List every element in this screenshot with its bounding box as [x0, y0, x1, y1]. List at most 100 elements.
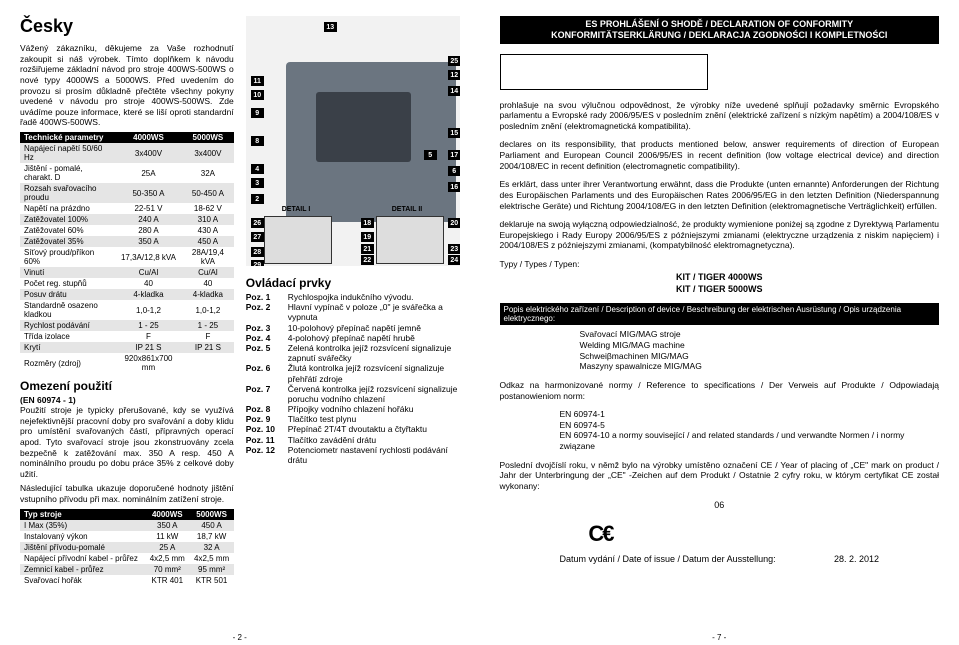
page-right: ES PROHLÁŠENÍ O SHODĚ / DECLARATION OF C…	[480, 0, 959, 645]
table-cell: 22-51 V	[115, 203, 182, 214]
norm-line: EN 60974-1	[560, 409, 940, 420]
decl-para-pl: deklaruje na swoją wyłączną odpowiedzial…	[500, 219, 940, 251]
table-row: Třída izolaceFF	[20, 331, 234, 342]
callout: 2	[251, 194, 264, 204]
table-row: Rozsah svařovacího proudu50-350 A50-450 …	[20, 183, 234, 203]
product-figure: 11 10 9 8 13 25 12 14 15 5 17 4 3 2 6 16	[246, 16, 460, 266]
table-cell: Krytí	[20, 342, 115, 353]
table-cell: Vinutí	[20, 267, 115, 278]
table-row: Napájecí přívodní kabel - průřez4x2,5 mm…	[20, 553, 234, 564]
table-cell: 18,7 kW	[189, 531, 233, 542]
page-number-right: - 7 -	[500, 633, 940, 642]
table-cell: 40	[182, 278, 234, 289]
th: 5000WS	[182, 132, 234, 143]
desc-line: Svařovací MIG/MAG stroje	[580, 329, 940, 340]
desc-line: Maszyny spawalnicze MIG/MAG	[580, 361, 940, 372]
detail-1-label: DETAIL I	[282, 206, 311, 213]
poz-key: Poz. 10	[246, 424, 288, 434]
table-cell: Napájecí napětí 50/60 Hz	[20, 143, 115, 163]
types-list: KIT / TIGER 4000WS KIT / TIGER 5000WS	[500, 272, 940, 295]
table-cell: 920x861x700 mm	[115, 353, 182, 373]
description-bar: Popis elektrického zařízení / Descriptio…	[500, 303, 940, 325]
table-cell: Počet reg. stupňů	[20, 278, 115, 289]
decl-header-line1: ES PROHLÁŠENÍ O SHODĚ / DECLARATION OF C…	[504, 19, 936, 30]
poz-key: Poz. 11	[246, 435, 288, 445]
poz-val: Přípojky vodního chlazení hořáku	[288, 404, 460, 414]
table-row: Zatěžovatel 100%240 A310 A	[20, 214, 234, 225]
page-left: Česky Vážený zákazníku, děkujeme za Vaše…	[0, 0, 480, 645]
table-row: Jištění přívodu-pomalé25 A32 A	[20, 542, 234, 553]
table-cell: 350 A	[145, 520, 189, 531]
decl-para-cs: prohlašuje na svou výlučnou odpovědnost,…	[500, 100, 940, 132]
callout: 5	[424, 150, 437, 160]
description-lines: Svařovací MIG/MAG stroje Welding MIG/MAG…	[500, 329, 940, 372]
table-cell: IP 21 S	[182, 342, 234, 353]
callout: 22	[361, 255, 374, 265]
brand-box	[500, 54, 708, 90]
table-cell: I Max (35%)	[20, 520, 145, 531]
type-row: KIT / TIGER 5000WS	[500, 284, 940, 296]
callout: 17	[448, 150, 460, 160]
table-cell: 3x400V	[182, 143, 234, 163]
decl-para-en: declares on its responsibility, that pro…	[500, 139, 940, 171]
page-number-left: - 2 -	[20, 633, 460, 642]
poz-row: Poz. 44-polohový přepínač napětí hrubě	[246, 333, 460, 343]
table-cell: 450 A	[182, 236, 234, 247]
poz-row: Poz. 8Přípojky vodního chlazení hořáku	[246, 404, 460, 414]
table-cell	[182, 353, 234, 373]
callout: 12	[448, 70, 460, 80]
table-cell: 70 mm²	[145, 564, 189, 575]
poz-key: Poz. 3	[246, 323, 288, 333]
poz-val: Zelená kontrolka jejíž rozsvícení signal…	[288, 343, 460, 363]
ovladaci-title: Ovládací prvky	[246, 276, 460, 290]
table-row: Svařovací hořákKTR 401KTR 501	[20, 575, 234, 586]
table-row: Posuv drátu4-kladka4-kladka	[20, 289, 234, 300]
table-cell: Rozsah svařovacího proudu	[20, 183, 115, 203]
poz-val: Přepínač 2T/4T dvoutaktu a čtyřtaktu	[288, 424, 460, 434]
poz-row: Poz. 310-polohový přepínač napětí jemně	[246, 323, 460, 333]
table-cell: 1,0-1,2	[182, 300, 234, 320]
table-row: Jištění - pomalé, charakt. D25A32A	[20, 163, 234, 183]
omezeni-title: Omezení použití	[20, 379, 234, 393]
callout: 21	[361, 244, 374, 254]
right-col: 11 10 9 8 13 25 12 14 15 5 17 4 3 2 6 16	[246, 16, 460, 586]
callout: 8	[251, 136, 264, 146]
omezeni-text: Použití stroje je typicky přerušované, k…	[20, 405, 234, 479]
table-cell: 32A	[182, 163, 234, 183]
poz-row: Poz. 5Zelená kontrolka jejíž rozsvícení …	[246, 343, 460, 363]
table-row: Standardně osazeno kladkou1,0-1,21,0-1,2	[20, 300, 234, 320]
table-cell: Síťový proud/příkon 60%	[20, 247, 115, 267]
types-label: Typy / Types / Typen:	[500, 259, 940, 269]
table-row: I Max (35%)350 A450 A	[20, 520, 234, 531]
table-cell: Cu/Al	[115, 267, 182, 278]
poz-key: Poz. 9	[246, 414, 288, 424]
poz-row: Poz. 10Přepínač 2T/4T dvoutaktu a čtyřta…	[246, 424, 460, 434]
callout: 29	[251, 260, 264, 266]
ce-mark-icon: C€	[588, 521, 612, 547]
table-cell: 28A/19,4 kVA	[182, 247, 234, 267]
table-cell: IP 21 S	[115, 342, 182, 353]
fuse-table: Typ stroje 4000WS 5000WS I Max (35%)350 …	[20, 509, 234, 586]
table-cell: 25A	[115, 163, 182, 183]
poz-key: Poz. 5	[246, 343, 288, 363]
th: Typ stroje	[20, 509, 145, 520]
table-cell: 17,3A/12,8 kVA	[115, 247, 182, 267]
th: 4000WS	[145, 509, 189, 520]
table-row: Napájecí napětí 50/60 Hz3x400V3x400V	[20, 143, 234, 163]
omezeni-sub: (EN 60974 - 1)	[20, 395, 234, 405]
table-cell: 240 A	[115, 214, 182, 225]
left-col: Česky Vážený zákazníku, děkujeme za Vaše…	[20, 16, 234, 586]
table-cell: 350 A	[115, 236, 182, 247]
callout: 20	[448, 218, 460, 228]
poz-val: 4-polohový přepínač napětí hrubě	[288, 333, 460, 343]
table-row: Síťový proud/příkon 60%17,3A/12,8 kVA28A…	[20, 247, 234, 267]
callout: 24	[448, 255, 460, 265]
table-cell: Posuv drátu	[20, 289, 115, 300]
poz-val: Hlavní vypínač v poloze „0" je svářečka …	[288, 302, 460, 322]
callout: 9	[251, 108, 264, 118]
table-cell: 25 A	[145, 542, 189, 553]
tech-params-table: Technické parametry 4000WS 5000WS Napáje…	[20, 132, 234, 373]
table-cell: 430 A	[182, 225, 234, 236]
table-cell: 4-kladka	[182, 289, 234, 300]
table-row: Napětí na prázdno22-51 V18-62 V	[20, 203, 234, 214]
